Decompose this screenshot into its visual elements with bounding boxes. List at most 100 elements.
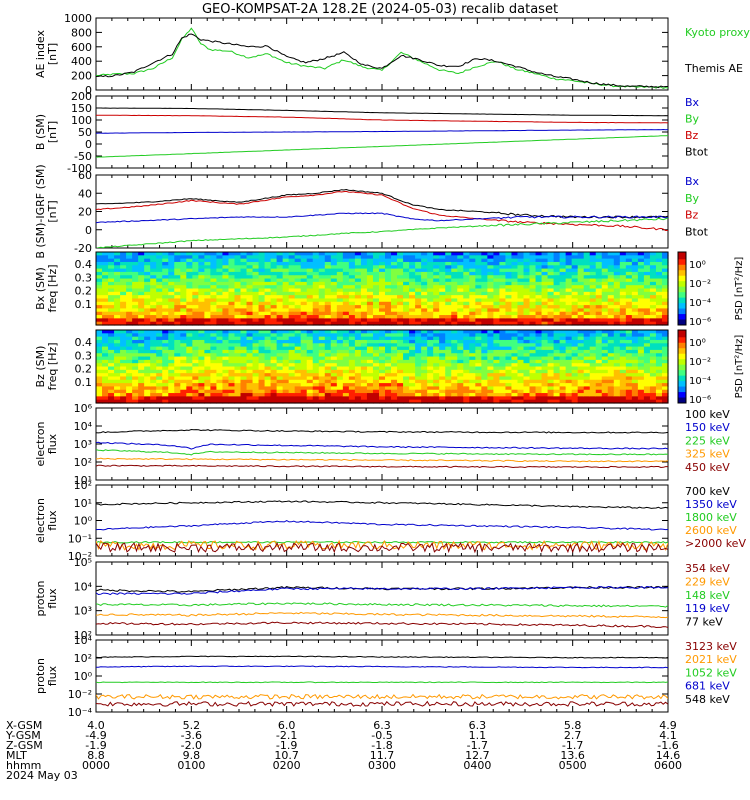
psd-cell (511, 366, 519, 371)
psd-cell (156, 265, 163, 270)
psd-cell (234, 369, 242, 374)
psd-cell (661, 346, 669, 351)
psd-cell (216, 291, 224, 296)
psd-cell (541, 291, 549, 296)
psd-cell (403, 275, 410, 280)
psd-cell (138, 315, 145, 319)
psd-cell (505, 386, 513, 391)
psd-cell (354, 311, 362, 316)
psd-cell (162, 330, 169, 334)
psd-cell (469, 271, 476, 276)
psd-cell (276, 295, 284, 300)
psd-cell (409, 396, 416, 401)
psd-cell (439, 336, 446, 341)
psd-cell (421, 261, 428, 266)
psd-cell (649, 379, 657, 384)
psd-cell (559, 339, 567, 344)
psd-cell (300, 278, 308, 283)
psd-cell (457, 271, 464, 276)
psd-cell (607, 373, 615, 378)
psd-cell (559, 288, 567, 293)
psd-cell (613, 346, 621, 351)
psd-cell (613, 311, 621, 316)
psd-cell (294, 281, 302, 286)
psd-cell (625, 258, 633, 263)
psd-cell (252, 356, 260, 361)
psd-cell (342, 389, 350, 394)
psd-cell (655, 366, 663, 371)
psd-cell (415, 330, 422, 334)
psd-cell (168, 298, 175, 303)
psd-cell (451, 271, 458, 276)
psd-cell (511, 305, 519, 310)
psd-cell (499, 271, 507, 276)
psd-cell (174, 295, 181, 300)
psd-cell (457, 369, 464, 374)
psd-cell (324, 339, 332, 344)
psd-cell (294, 305, 302, 310)
psd-cell (487, 298, 494, 303)
psd-cell (547, 369, 555, 374)
psd-cell (457, 301, 464, 306)
colorbar-tick-label: 10⁻⁶ (689, 395, 711, 406)
psd-cell (330, 339, 338, 344)
psd-cell (342, 363, 350, 368)
psd-cell (330, 261, 338, 266)
psd-cell (294, 356, 302, 361)
psd-cell (547, 285, 555, 290)
psd-cell (481, 346, 488, 351)
psd-cell (517, 311, 525, 316)
psd-cell (451, 376, 458, 381)
psd-cell (180, 315, 187, 319)
psd-cell (216, 379, 224, 384)
y-tick-label: 10⁶ (74, 402, 93, 415)
psd-cell (451, 339, 458, 344)
psd-cell (132, 315, 139, 319)
psd-cell (222, 281, 230, 286)
psd-cell (625, 349, 633, 354)
psd-cell (421, 366, 428, 371)
psd-cell (264, 376, 272, 381)
psd-cell (571, 369, 579, 374)
psd-cell (372, 363, 380, 368)
psd-cell (535, 268, 543, 273)
psd-cell (306, 288, 314, 293)
psd-cell (499, 386, 507, 391)
psd-cell (493, 255, 501, 260)
series-line (96, 457, 668, 463)
psd-cell (559, 383, 567, 388)
psd-cell (264, 281, 272, 286)
psd-cell (306, 363, 314, 368)
psd-cell (523, 255, 531, 260)
psd-cell (523, 291, 531, 296)
psd-cell (132, 383, 139, 388)
psd-cell (397, 399, 404, 404)
psd-cell (306, 252, 314, 256)
psd-cell (282, 318, 290, 323)
psd-cell (324, 295, 332, 300)
psd-cell (565, 373, 573, 378)
psd-cell (421, 379, 428, 384)
psd-cell (150, 336, 157, 341)
legend-entry: 450 keV (685, 461, 730, 474)
y-tick-label: 0.3 (75, 271, 93, 284)
psd-cell (463, 311, 470, 316)
psd-cell (475, 265, 482, 270)
psd-cell (475, 318, 482, 323)
psd-cell (306, 346, 314, 351)
psd-cell (541, 343, 549, 348)
psd-cell (300, 305, 308, 310)
psd-cell (198, 353, 205, 358)
psd-cell (324, 330, 332, 334)
psd-cell (282, 288, 290, 293)
psd-cell (264, 315, 272, 319)
psd-cell (330, 389, 338, 394)
psd-cell (661, 373, 669, 378)
psd-cell (565, 318, 573, 323)
psd-cell (565, 379, 573, 384)
psd-cell (655, 268, 663, 273)
psd-cell (264, 339, 272, 344)
psd-cell (294, 343, 302, 348)
psd-cell (565, 386, 573, 391)
psd-cell (415, 252, 422, 256)
